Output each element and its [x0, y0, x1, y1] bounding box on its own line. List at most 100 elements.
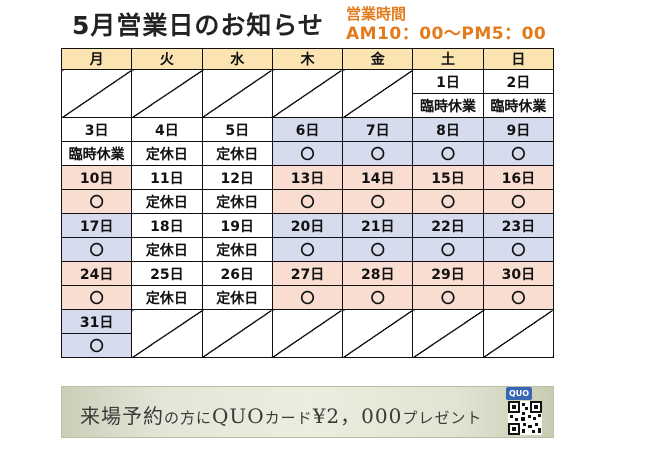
weekday-thu: 木: [271, 48, 344, 70]
week2-status-row: 臨時休業 定休日 定休日 〇 〇 〇 〇: [60, 141, 555, 166]
status-cell: 定休日: [131, 189, 203, 214]
week6-status-row: 〇: [60, 333, 554, 358]
status-cell: 定休日: [201, 237, 273, 262]
empty-cell: [271, 69, 344, 118]
promo-banner: 来場予約の方にQUOカード¥2，000プレゼント QUO: [61, 386, 554, 438]
status-cell: 〇: [482, 189, 555, 214]
date-cell: 2日: [482, 69, 555, 94]
status-cell: 〇: [60, 189, 133, 214]
status-cell: 定休日: [201, 141, 273, 166]
date-cell: 8日: [412, 117, 484, 142]
empty-cell: [342, 69, 414, 118]
status-cell: 〇: [342, 141, 414, 166]
calendar-table: 月 火 水 木 金 土 日 1日 2日 臨時休業 臨時休業 3日 4日 5日: [60, 48, 555, 358]
status-cell: 臨時休業: [60, 141, 133, 166]
status-cell: 〇: [271, 285, 344, 310]
date-cell: 30日: [482, 261, 555, 286]
empty-cell: [271, 309, 344, 358]
weekday-sun: 日: [482, 48, 555, 70]
status-cell: 定休日: [131, 285, 203, 310]
date-cell: 6日: [271, 117, 344, 142]
status-cell: 〇: [342, 285, 414, 310]
date-cell: 3日: [60, 117, 133, 142]
status-cell: 〇: [482, 285, 555, 310]
date-cell: 29日: [412, 261, 484, 286]
weekday-wed: 水: [201, 48, 273, 70]
status-cell: 〇: [412, 285, 484, 310]
date-cell: 20日: [271, 213, 344, 238]
date-cell: 21日: [342, 213, 414, 238]
weekday-header-row: 月 火 水 木 金 土 日: [60, 48, 555, 70]
date-cell: 19日: [201, 213, 273, 238]
promo-amount: ¥2，000: [312, 404, 403, 428]
promo-text-part: プレゼント: [402, 409, 483, 427]
empty-cell: [482, 309, 555, 358]
week2-date-row: 3日 4日 5日 6日 7日 8日 9日: [60, 117, 555, 142]
status-cell: 〇: [271, 237, 344, 262]
status-cell: 定休日: [131, 237, 203, 262]
week6-date-row: 31日: [60, 309, 555, 358]
status-cell: 〇: [60, 285, 133, 310]
status-cell: 臨時休業: [482, 93, 555, 118]
empty-cell: [201, 69, 273, 118]
business-hours-label: 営業時間: [346, 5, 407, 23]
week4-date-row: 17日 18日 19日 20日 21日 22日 23日: [60, 213, 555, 238]
status-cell: 定休日: [201, 285, 273, 310]
promo-text-part: QUO: [212, 404, 265, 428]
status-cell: 定休日: [201, 189, 273, 214]
status-cell: 〇: [60, 237, 133, 262]
promo-text-part: 来場予約: [80, 404, 164, 428]
status-cell: 〇: [412, 141, 484, 166]
date-cell: 12日: [201, 165, 273, 190]
week1-status-row: 臨時休業 臨時休業: [62, 93, 555, 118]
empty-cell: [412, 309, 484, 358]
week1-date-row: 1日 2日: [60, 69, 555, 118]
status-cell: 〇: [342, 237, 414, 262]
date-cell: 24日: [60, 261, 133, 286]
status-cell: 〇: [271, 189, 344, 214]
weekday-fri: 金: [342, 48, 414, 70]
promo-text-part: の方に: [164, 409, 213, 427]
status-cell: 〇: [60, 333, 133, 358]
business-hours: 営業時間 AM10：00～PM5：00: [346, 5, 546, 45]
status-cell: 〇: [482, 237, 555, 262]
date-cell: 13日: [271, 165, 344, 190]
date-cell: 26日: [201, 261, 273, 286]
status-cell: 〇: [482, 141, 555, 166]
date-cell: 11日: [131, 165, 203, 190]
date-cell: 10日: [60, 165, 133, 190]
quo-logo: QUO: [506, 387, 532, 400]
business-hours-value: AM10：00～PM5：00: [346, 24, 547, 44]
status-cell: 〇: [342, 189, 414, 214]
empty-cell: [201, 309, 273, 358]
date-cell: 9日: [482, 117, 555, 142]
week3-date-row: 10日 11日 12日 13日 14日 15日 16日: [60, 165, 555, 190]
date-cell: 15日: [412, 165, 484, 190]
status-cell: 定休日: [131, 141, 203, 166]
date-cell: 31日: [60, 309, 133, 334]
page-title: 5月営業日のお知らせ: [72, 11, 324, 40]
qr-code-icon: [508, 401, 542, 435]
weekday-mon: 月: [60, 48, 133, 70]
promo-text: 来場予約の方にQUOカード¥2，000プレゼント: [80, 400, 482, 429]
empty-cell: [131, 69, 203, 118]
date-cell: 4日: [131, 117, 203, 142]
empty-cell: [131, 309, 203, 358]
date-cell: 1日: [412, 69, 484, 94]
promo-text-part: カード: [264, 409, 313, 427]
empty-cell: [60, 69, 133, 118]
weekday-sat: 土: [412, 48, 484, 70]
status-cell: 〇: [271, 141, 344, 166]
status-cell: 臨時休業: [412, 93, 484, 118]
week3-status-row: 〇 定休日 定休日 〇 〇 〇 〇: [60, 189, 555, 214]
status-cell: 〇: [412, 189, 484, 214]
date-cell: 23日: [482, 213, 555, 238]
date-cell: 17日: [60, 213, 133, 238]
week4-status-row: 〇 定休日 定休日 〇 〇 〇 〇: [60, 237, 555, 262]
date-cell: 25日: [131, 261, 203, 286]
week5-status-row: 〇 定休日 定休日 〇 〇 〇 〇: [60, 285, 555, 310]
date-cell: 16日: [482, 165, 555, 190]
date-cell: 27日: [271, 261, 344, 286]
date-cell: 22日: [412, 213, 484, 238]
weekday-tue: 火: [131, 48, 203, 70]
